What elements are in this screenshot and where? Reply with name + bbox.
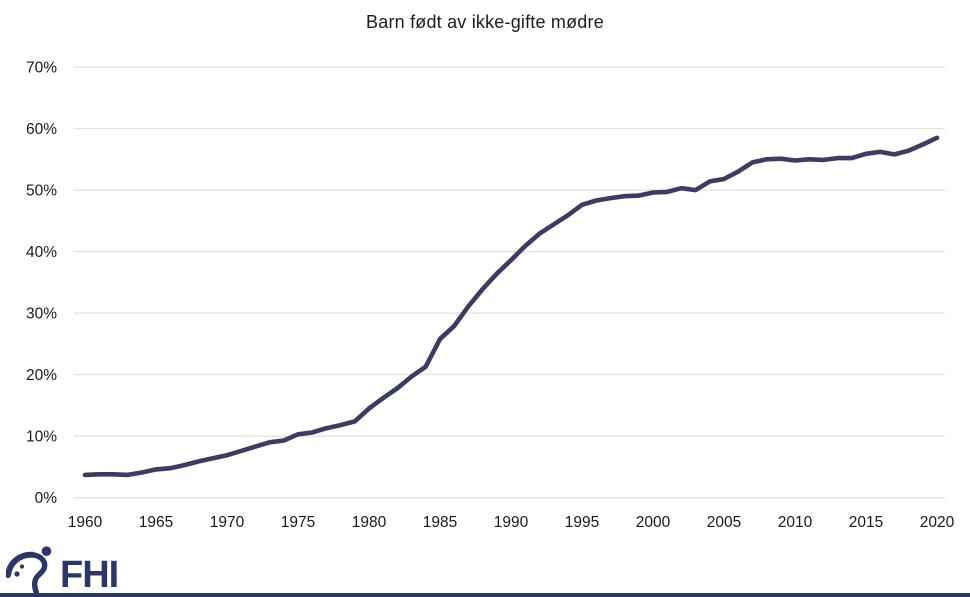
y-axis-label: 0% [35, 490, 58, 507]
chart-title: Barn født av ikke-gifte mødre [366, 12, 604, 32]
x-axis-label: 1975 [281, 514, 315, 531]
y-axis-label: 30% [26, 306, 57, 323]
fhi-logo-text: FHI [60, 554, 118, 595]
x-axis-label: 1980 [352, 514, 387, 531]
x-axis-label: 1965 [139, 514, 173, 531]
y-axis-label: 10% [26, 429, 57, 446]
x-axis-label: 1990 [494, 514, 529, 531]
y-axis-label: 20% [26, 367, 57, 384]
fhi-logo: FHI [6, 546, 119, 595]
y-axis-label: 70% [26, 60, 57, 77]
x-axis-label: 2015 [849, 514, 883, 531]
footer-accent-bar [0, 593, 970, 597]
x-axis-label: 2020 [920, 514, 955, 531]
fhi-figure-icon [6, 546, 52, 595]
x-axis-label: 2005 [707, 514, 741, 531]
x-axis-label: 1970 [210, 514, 245, 531]
x-axis-label: 1995 [565, 514, 599, 531]
x-axis-label: 2010 [778, 514, 813, 531]
x-axis-label: 1985 [423, 514, 457, 531]
y-axis-label: 60% [26, 121, 57, 138]
data-series-line [82, 135, 940, 478]
line-chart-canvas: 0% 10% 20% 30% 40% 50% 60% 70% 1960 1965 1970 1975 1… [26, 60, 955, 532]
y-axis-label: 50% [26, 183, 57, 200]
x-axis-label: 2000 [636, 514, 671, 531]
y-axis-label: 40% [26, 244, 57, 261]
x-axis-label: 1960 [68, 514, 103, 531]
